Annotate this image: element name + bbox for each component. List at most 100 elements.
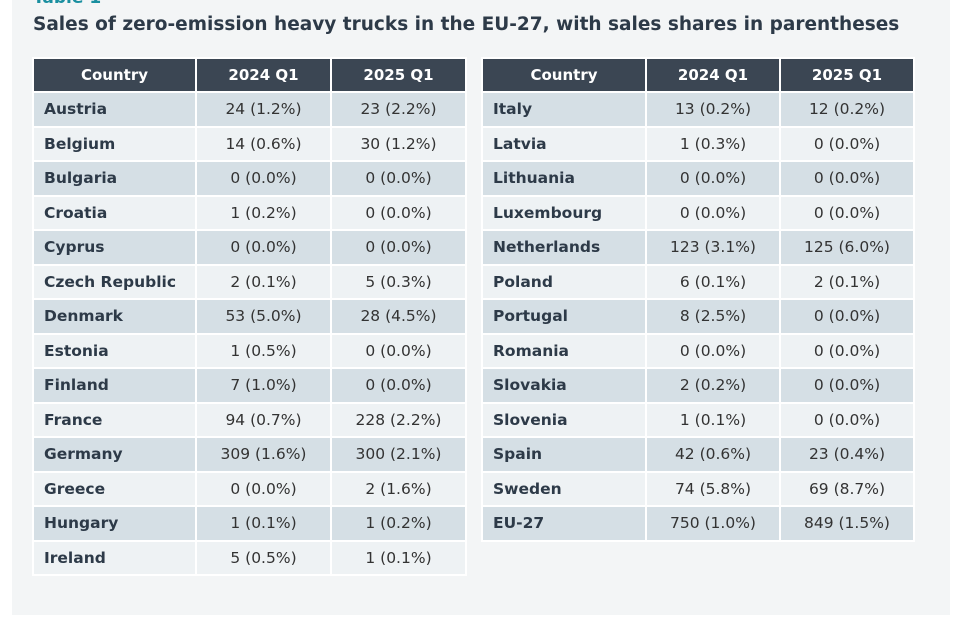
row: Hungary 1 (0.1%) 1 (0.2%) xyxy=(32,505,467,542)
country-cell: Lithuania xyxy=(481,160,647,197)
cell: 2 (0.1%) xyxy=(195,263,332,300)
table-label: Table 1 xyxy=(33,0,101,8)
cell: 42 (0.6%) xyxy=(645,436,781,473)
country-cell: Cyprus xyxy=(32,229,197,266)
column-header: 2024 Q1 xyxy=(195,57,332,93)
cell: 6 (0.1%) xyxy=(645,263,781,300)
row: Slovakia 2 (0.2%) 0 (0.0%) xyxy=(481,367,915,404)
cell: 0 (0.0%) xyxy=(330,194,467,231)
row: Sweden 74 (5.8%) 69 (8.7%) xyxy=(481,470,915,507)
row: Estonia 1 (0.5%) 0 (0.0%) xyxy=(32,332,467,369)
country-cell: Italy xyxy=(481,91,647,128)
cell: 0 (0.0%) xyxy=(195,229,332,266)
country-cell: Latvia xyxy=(481,125,647,162)
row: Germany 309 (1.6%) 300 (2.1%) xyxy=(32,436,467,473)
cell: 1 (0.1%) xyxy=(330,539,467,576)
cell: 0 (0.0%) xyxy=(645,194,781,231)
country-cell: Poland xyxy=(481,263,647,300)
cell: 1 (0.3%) xyxy=(645,125,781,162)
cell: 123 (3.1%) xyxy=(645,229,781,266)
country-cell: France xyxy=(32,401,197,438)
row: Luxembourg 0 (0.0%) 0 (0.0%) xyxy=(481,194,915,231)
column-header: 2025 Q1 xyxy=(330,57,467,93)
cell: 1 (0.5%) xyxy=(195,332,332,369)
cell: 0 (0.0%) xyxy=(330,229,467,266)
country-cell: Germany xyxy=(32,436,197,473)
row: Lithuania 0 (0.0%) 0 (0.0%) xyxy=(481,160,915,197)
country-cell: Romania xyxy=(481,332,647,369)
cell: 69 (8.7%) xyxy=(779,470,915,507)
row: Cyprus 0 (0.0%) 0 (0.0%) xyxy=(32,229,467,266)
country-cell: Finland xyxy=(32,367,197,404)
country-cell: Hungary xyxy=(32,505,197,542)
country-cell: Denmark xyxy=(32,298,197,335)
cell: 125 (6.0%) xyxy=(779,229,915,266)
row: Austria 24 (1.2%) 23 (2.2%) xyxy=(32,91,467,128)
country-cell: Czech Republic xyxy=(32,263,197,300)
cell: 94 (0.7%) xyxy=(195,401,332,438)
row: Slovenia 1 (0.1%) 0 (0.0%) xyxy=(481,401,915,438)
cell: 5 (0.5%) xyxy=(195,539,332,576)
country-cell: Estonia xyxy=(32,332,197,369)
cell: 228 (2.2%) xyxy=(330,401,467,438)
table-title: Sales of zero-emission heavy trucks in t… xyxy=(33,14,900,35)
country-cell: EU-27 xyxy=(481,505,647,542)
column-header: Country xyxy=(32,57,197,93)
cell: 23 (2.2%) xyxy=(330,91,467,128)
cell: 2 (0.1%) xyxy=(779,263,915,300)
cell: 74 (5.8%) xyxy=(645,470,781,507)
cell: 1 (0.2%) xyxy=(195,194,332,231)
row: Romania 0 (0.0%) 0 (0.0%) xyxy=(481,332,915,369)
cell: 300 (2.1%) xyxy=(330,436,467,473)
column-header: 2024 Q1 xyxy=(645,57,781,93)
cell: 0 (0.0%) xyxy=(779,332,915,369)
country-cell: Bulgaria xyxy=(32,160,197,197)
row: Bulgaria 0 (0.0%) 0 (0.0%) xyxy=(32,160,467,197)
row: Spain 42 (0.6%) 23 (0.4%) xyxy=(481,436,915,473)
cell: 28 (4.5%) xyxy=(330,298,467,335)
cell: 0 (0.0%) xyxy=(330,160,467,197)
row: Poland 6 (0.1%) 2 (0.1%) xyxy=(481,263,915,300)
cell: 53 (5.0%) xyxy=(195,298,332,335)
cell: 849 (1.5%) xyxy=(779,505,915,542)
cell: 30 (1.2%) xyxy=(330,125,467,162)
cell: 14 (0.6%) xyxy=(195,125,332,162)
cell: 7 (1.0%) xyxy=(195,367,332,404)
cell: 0 (0.0%) xyxy=(779,401,915,438)
cell: 5 (0.3%) xyxy=(330,263,467,300)
cell: 1 (0.2%) xyxy=(330,505,467,542)
country-cell: Slovenia xyxy=(481,401,647,438)
header-row: Country 2024 Q1 2025 Q1 xyxy=(32,57,467,93)
row: EU-27 750 (1.0%) 849 (1.5%) xyxy=(481,505,915,542)
header-row: Country 2024 Q1 2025 Q1 xyxy=(481,57,915,93)
cell: 0 (0.0%) xyxy=(645,332,781,369)
cell: 24 (1.2%) xyxy=(195,91,332,128)
country-cell: Austria xyxy=(32,91,197,128)
row: Ireland 5 (0.5%) 1 (0.1%) xyxy=(32,539,467,576)
table: Country 2024 Q1 2025 Q1 Austria 24 (1.2%) 23 … xyxy=(32,57,467,576)
cell: 750 (1.0%) xyxy=(645,505,781,542)
row: Croatia 1 (0.2%) 0 (0.0%) xyxy=(32,194,467,231)
row: Denmark 53 (5.0%) 28 (4.5%) xyxy=(32,298,467,335)
cell: 0 (0.0%) xyxy=(779,194,915,231)
cell: 12 (0.2%) xyxy=(779,91,915,128)
column-header: Country xyxy=(481,57,647,93)
cell: 0 (0.0%) xyxy=(330,367,467,404)
row: Finland 7 (1.0%) 0 (0.0%) xyxy=(32,367,467,404)
cell: 2 (1.6%) xyxy=(330,470,467,507)
row: Italy 13 (0.2%) 12 (0.2%) xyxy=(481,91,915,128)
cell: 1 (0.1%) xyxy=(195,505,332,542)
row: Czech Republic 2 (0.1%) 5 (0.3%) xyxy=(32,263,467,300)
cell: 0 (0.0%) xyxy=(330,332,467,369)
cell: 0 (0.0%) xyxy=(779,160,915,197)
column-header: 2025 Q1 xyxy=(779,57,915,93)
cell: 0 (0.0%) xyxy=(779,125,915,162)
row: Netherlands 123 (3.1%) 125 (6.0%) xyxy=(481,229,915,266)
cell: 0 (0.0%) xyxy=(195,160,332,197)
cell: 0 (0.0%) xyxy=(645,160,781,197)
country-cell: Spain xyxy=(481,436,647,473)
table: Country 2024 Q1 2025 Q1 Italy 13 (0.2%) 12 (0… xyxy=(481,57,915,542)
cell: 13 (0.2%) xyxy=(645,91,781,128)
cell: 8 (2.5%) xyxy=(645,298,781,335)
